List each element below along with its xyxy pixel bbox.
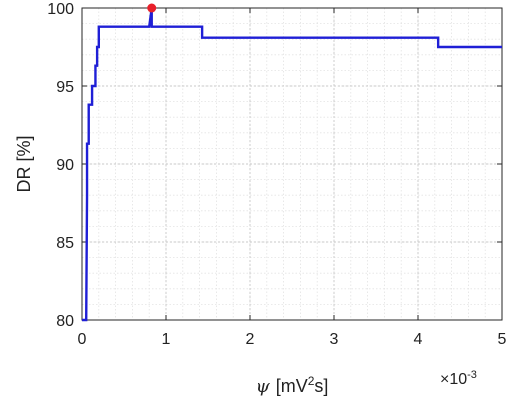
y-tick-label: 100 — [47, 1, 74, 18]
x-multiplier: ×10-3 — [440, 369, 477, 388]
x-axis-label-symbol: ψ — [256, 376, 271, 397]
x-axis-label: ψ [mV2s] — [256, 374, 329, 397]
x-axis-label-post: s] — [314, 376, 328, 396]
y-tick-label: 85 — [56, 235, 74, 252]
x-axis-label-sup: 2 — [308, 374, 315, 388]
x-tick-label: 0 — [78, 331, 87, 348]
x-axis-label-pre: [mV — [276, 376, 308, 396]
x-tick-label: 1 — [162, 331, 171, 348]
y-tick-label: 80 — [56, 313, 74, 330]
series-line — [82, 7, 502, 322]
y-tick-label: 90 — [56, 157, 74, 174]
x-tick-label: 5 — [498, 331, 507, 348]
highlight-marker — [147, 3, 157, 13]
x-tick-label: 4 — [414, 331, 423, 348]
x-multiplier-exponent: -3 — [467, 369, 477, 381]
x-multiplier-base: ×10 — [440, 371, 467, 388]
grid — [81, 7, 503, 321]
x-tick-label: 3 — [330, 331, 339, 348]
plot-frame — [81, 7, 503, 321]
y-axis-label: DR [%] — [14, 135, 34, 192]
y-tick-label: 95 — [56, 79, 74, 96]
tick-labels: 0 1 2 3 4 5 80 85 90 95 100 — [47, 1, 506, 348]
x-tick-label: 2 — [246, 331, 255, 348]
